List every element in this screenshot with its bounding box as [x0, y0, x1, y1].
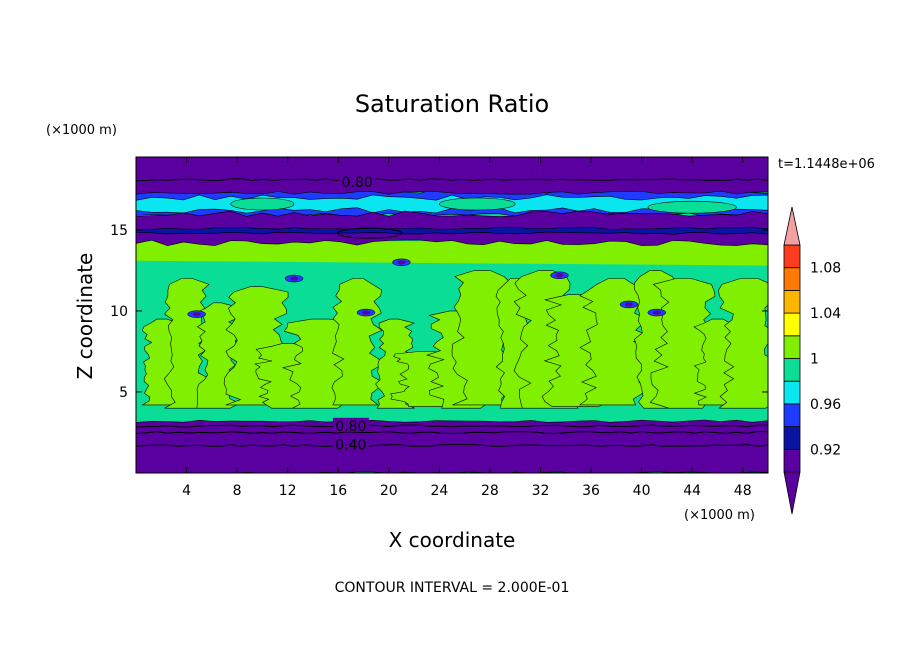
chart-title: Saturation Ratio — [355, 90, 549, 118]
colorbar-segment — [783, 403, 801, 427]
colorbar-tick-label: 1.08 — [810, 261, 841, 277]
colorbar-tick-label: 0.92 — [810, 442, 841, 458]
x-tick-label: 8 — [233, 483, 242, 499]
contour-label: 0.40 — [335, 437, 366, 453]
dry-patch — [192, 312, 201, 317]
x-tick-label: 20 — [380, 483, 398, 499]
x-tick-label: 40 — [633, 483, 651, 499]
x-tick-label: 24 — [430, 483, 448, 499]
y-tick-label: 5 — [119, 385, 128, 401]
upper-dry-band — [136, 210, 768, 247]
x-tick-label: 44 — [683, 483, 701, 499]
colorbar: 0.92 0.96 1 1.04 1.08 — [783, 206, 841, 515]
lower-dry-layer — [136, 419, 768, 473]
x-tick-label: 28 — [481, 483, 499, 499]
sea-green-lens — [647, 200, 737, 214]
x-tick-label: 12 — [279, 483, 297, 499]
contour-line — [136, 424, 768, 428]
contour-label-bg — [339, 173, 376, 188]
x-tick-label: 48 — [734, 483, 752, 499]
colorbar-tick-label: 0.96 — [810, 397, 841, 413]
dry-patch — [652, 310, 661, 315]
dry-patch — [397, 260, 406, 265]
footer-contour-interval: CONTOUR INTERVAL = 2.000E-01 — [335, 580, 570, 596]
colorbar-under-arrow — [783, 471, 801, 515]
contour-line — [136, 430, 768, 435]
colorbar-tick-label: 1.04 — [810, 306, 841, 322]
colorbar-tick-label: 1 — [810, 352, 819, 368]
contour-line — [337, 227, 403, 239]
y-axis-title: Z coordinate — [73, 253, 97, 380]
plot-frame — [135, 156, 769, 474]
colorbar-segment — [783, 448, 801, 473]
dry-patch — [555, 273, 564, 278]
sea-green-lens — [439, 197, 516, 211]
dry-patch — [362, 310, 371, 315]
sea-green-lens — [230, 197, 295, 211]
contour-label-bg — [332, 417, 369, 432]
colorbar-segment — [783, 244, 801, 269]
colorbar-segment — [783, 312, 801, 337]
colorbar-segment — [783, 426, 801, 450]
y-tick-label: 10 — [110, 304, 128, 320]
contour-label: 0.80 — [335, 419, 366, 435]
time-label: t=1.1448e+06 — [778, 157, 875, 172]
stratosphere-dry-layer — [136, 157, 768, 195]
x-tick-label: 32 — [532, 483, 550, 499]
contour-line — [136, 178, 768, 182]
dry-patch — [290, 276, 298, 281]
contour-label: 0.80 — [342, 175, 373, 191]
dry-patch — [624, 302, 633, 307]
x-tick-label: 4 — [182, 483, 191, 499]
contour-label-bg — [332, 436, 369, 451]
colorbar-segment — [783, 267, 801, 291]
colorbar-segment — [783, 289, 801, 314]
colorbar-over-arrow — [783, 206, 801, 246]
colorbar-segment — [783, 335, 801, 359]
contour-line — [136, 444, 768, 447]
colorbar-segment — [783, 380, 801, 405]
x-axis-title: X coordinate — [389, 528, 516, 552]
y-tick-label: 15 — [110, 223, 128, 239]
x-tick-label: 16 — [329, 483, 347, 499]
y-unit-label: (×1000 m) — [46, 123, 117, 138]
lime-cell — [718, 278, 768, 409]
x-unit-label: (×1000 m) — [684, 508, 755, 523]
lime-band — [136, 241, 768, 266]
x-tick-label: 36 — [582, 483, 600, 499]
colorbar-segment — [783, 358, 801, 382]
